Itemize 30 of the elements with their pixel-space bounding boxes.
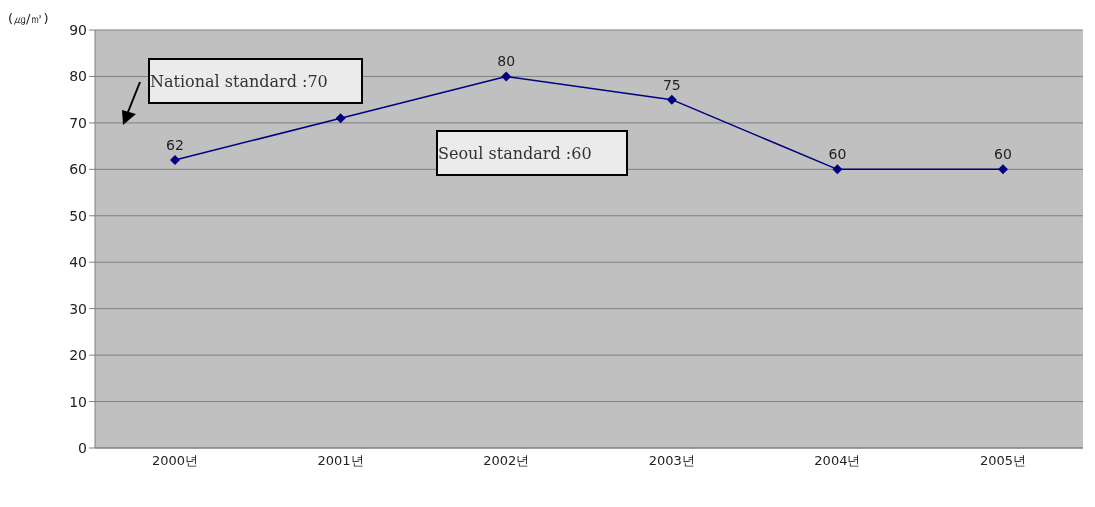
y-tick-label: 60 — [69, 161, 87, 178]
point — [335, 113, 346, 124]
y-tick-label: 50 — [69, 207, 87, 224]
y-tick-label: 90 — [69, 21, 87, 38]
x-tick-label: 2003년 — [648, 453, 695, 469]
point — [170, 155, 180, 166]
point — [501, 71, 512, 82]
x-tick-label: 2004년 — [814, 453, 861, 469]
data-label: 60 — [994, 146, 1012, 163]
y-tick-label: 80 — [69, 68, 87, 85]
data-label: 75 — [662, 76, 681, 93]
y-axis-title: (㎍/㎥) — [8, 10, 49, 28]
data-label: 80 — [497, 53, 516, 70]
point — [666, 94, 677, 105]
x-tick-label: 2000년 — [151, 453, 199, 469]
y-tick-label: 30 — [69, 300, 87, 317]
data-label: 62 — [166, 137, 184, 154]
y-tick-label: 40 — [69, 254, 87, 271]
y-tick-label: 20 — [69, 347, 87, 364]
x-tick-label: 2005년 — [979, 453, 1027, 469]
annotation: Seoul standard :60 — [436, 130, 628, 176]
point — [832, 164, 843, 175]
annotation: National standard :70 — [148, 58, 363, 104]
point — [998, 164, 1008, 175]
x-tick-label: 2001년 — [317, 453, 364, 469]
data-label: 60 — [828, 146, 847, 163]
x-tick-label: 2002년 — [483, 453, 530, 469]
y-tick-label: 70 — [69, 114, 87, 131]
y-tick-label: 10 — [69, 393, 87, 410]
y-tick-label: 0 — [78, 439, 87, 456]
